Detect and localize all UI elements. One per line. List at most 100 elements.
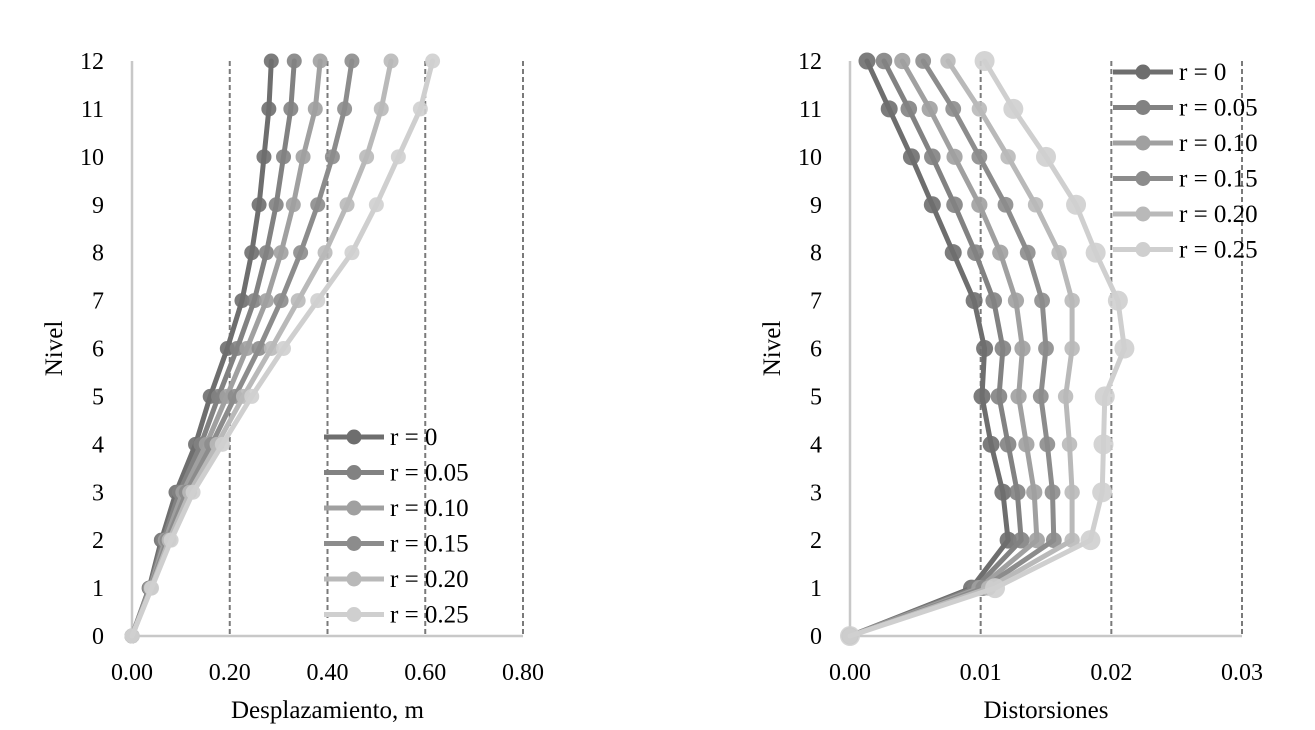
series-5 <box>840 51 1135 646</box>
data-point <box>239 341 255 356</box>
data-point <box>946 196 963 214</box>
y-tick-label: 6 <box>810 337 822 363</box>
data-point <box>1092 482 1113 503</box>
legend-swatch-marker <box>1135 64 1151 80</box>
data-point <box>994 340 1012 357</box>
y-tick-label: 12 <box>798 49 822 75</box>
data-point <box>234 293 250 309</box>
data-point <box>915 53 932 69</box>
legend-label: r = 0.05 <box>1179 95 1258 122</box>
y-tick-label: 0 <box>92 624 104 650</box>
y-tick-label: 7 <box>810 289 822 315</box>
data-point <box>921 100 938 118</box>
data-point <box>944 244 962 262</box>
x-tick-label: 0.02 <box>1090 660 1132 686</box>
data-point <box>261 101 277 117</box>
drift-chart: 0.00 0.01 0.02 0.030123456789101112Distorsi… <box>759 49 1263 724</box>
data-point <box>1018 436 1035 453</box>
data-point <box>1044 484 1061 501</box>
data-point <box>263 341 279 356</box>
legend-label: r = 0 <box>390 424 437 451</box>
data-point <box>244 245 260 261</box>
data-point <box>1012 531 1030 549</box>
data-point <box>1045 532 1062 549</box>
legend-label: r = 0.25 <box>1179 237 1258 264</box>
data-point <box>880 100 898 118</box>
data-point <box>344 245 360 261</box>
data-point <box>383 53 399 69</box>
y-tick-label: 9 <box>810 193 822 219</box>
legend-label: r = 0.10 <box>1179 130 1258 157</box>
data-point <box>875 52 893 70</box>
data-point <box>344 53 360 69</box>
y-tick-label: 1 <box>810 576 822 602</box>
series-1 <box>841 52 1030 645</box>
data-point <box>1114 338 1135 359</box>
y-tick-label: 12 <box>80 49 104 75</box>
legend-label: r = 0.20 <box>390 566 469 593</box>
data-point <box>994 483 1012 501</box>
data-point <box>276 341 292 356</box>
displacement-chart: 0.00 0.20 0.40 0.60 0.800123456789101112Desp… <box>41 49 544 724</box>
data-point <box>258 245 274 261</box>
legend-swatch-marker <box>1135 135 1151 151</box>
data-point <box>1051 244 1067 261</box>
data-point <box>999 531 1017 549</box>
y-tick-label: 4 <box>810 432 822 458</box>
data-point <box>283 101 299 117</box>
data-point <box>992 244 1009 261</box>
data-point <box>1010 388 1027 405</box>
y-tick-label: 4 <box>92 432 104 458</box>
data-point <box>946 148 963 165</box>
data-point <box>307 101 323 117</box>
data-point <box>1026 484 1043 501</box>
data-point <box>310 197 326 213</box>
data-point <box>295 149 311 165</box>
legend-swatch-marker <box>1135 206 1151 222</box>
data-point <box>1064 340 1080 357</box>
data-point <box>317 245 333 261</box>
data-point <box>185 484 201 500</box>
data-point <box>858 52 876 70</box>
legend-swatch-marker <box>346 500 362 516</box>
y-tick-label: 1 <box>92 576 104 602</box>
y-tick-label: 2 <box>92 528 104 554</box>
data-point <box>1093 434 1114 455</box>
data-point <box>923 196 941 214</box>
data-point <box>1008 483 1026 501</box>
data-point <box>985 578 1006 599</box>
legend: r = 0 r = 0.05 r = 0.10 r = 0.15 r = 0.20 r =… <box>324 424 469 629</box>
series-5 <box>124 53 441 644</box>
legend-swatch-marker <box>346 536 362 551</box>
x-tick-label: 0.01 <box>960 660 1002 686</box>
data-point <box>902 148 920 166</box>
legend-swatch-marker <box>346 465 362 480</box>
legend-swatch-marker <box>1135 100 1151 115</box>
y-tick-label: 5 <box>810 384 822 410</box>
y-tick-label: 11 <box>81 97 104 123</box>
data-point <box>425 53 441 69</box>
data-point <box>290 293 306 309</box>
legend-label: r = 0.15 <box>1179 166 1258 193</box>
legend-label: r = 0.20 <box>1179 201 1258 228</box>
y-tick-label: 8 <box>810 241 822 267</box>
x-axis-title: Distorsiones <box>984 697 1109 724</box>
data-point <box>985 292 1003 309</box>
legend-label: r = 0.05 <box>390 460 469 487</box>
y-tick-label: 10 <box>80 145 104 171</box>
data-point <box>840 626 860 646</box>
data-point <box>310 293 326 309</box>
data-point <box>1066 194 1087 215</box>
x-tick-label: 0.00 <box>111 660 153 686</box>
data-point <box>1038 340 1054 357</box>
data-point <box>974 51 995 71</box>
data-point <box>1064 292 1080 309</box>
y-tick-label: 0 <box>810 624 822 650</box>
data-point <box>1085 242 1106 263</box>
data-point <box>268 197 284 213</box>
y-tick-label: 8 <box>92 241 104 267</box>
data-point <box>940 53 956 69</box>
data-point <box>973 387 991 405</box>
data-point <box>1094 386 1115 407</box>
